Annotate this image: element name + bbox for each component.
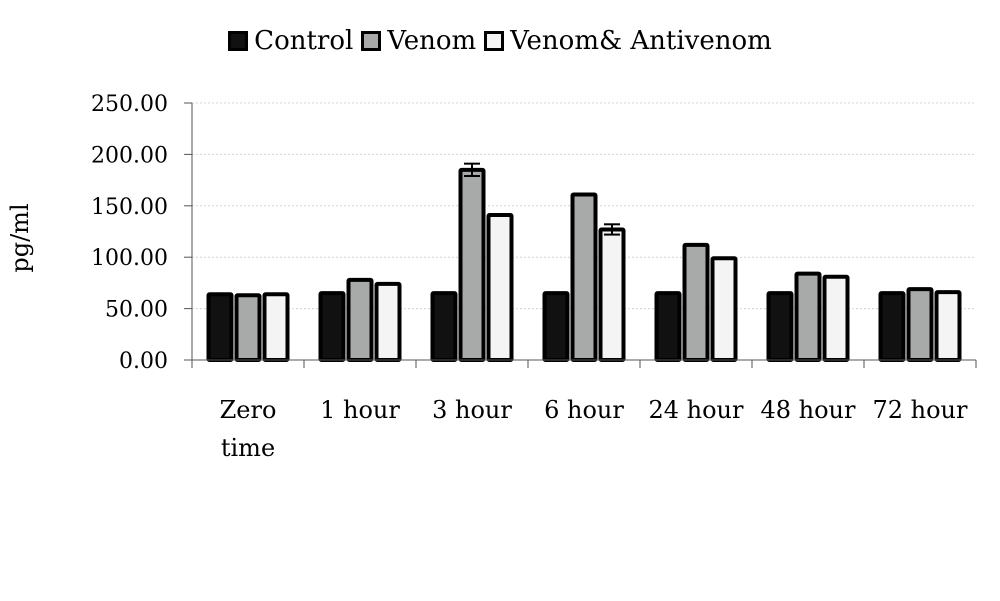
bar-venom xyxy=(794,271,822,363)
bar-control xyxy=(654,291,682,362)
bar-venom-antivenom xyxy=(710,256,738,362)
legend-item-control: Control xyxy=(228,26,353,56)
legend-item-venom-antivenom: Venom& Antivenom xyxy=(484,26,772,56)
y-tick-label: 200.00 xyxy=(91,143,168,168)
bar-venom xyxy=(458,167,486,362)
bar-venom-antivenom xyxy=(822,274,850,362)
category-label: 24 hour xyxy=(648,396,744,424)
legend-label-control: Control xyxy=(254,26,354,56)
category-label: 72 hour xyxy=(872,396,968,424)
bar-venom xyxy=(570,192,598,362)
y-tick-label: 50.00 xyxy=(105,298,168,323)
bars xyxy=(206,162,962,363)
bar-venom xyxy=(234,293,262,362)
y-axis-title: pg/ml xyxy=(6,203,34,272)
legend-swatch-venom-antivenom xyxy=(484,31,505,51)
bar-control xyxy=(430,291,458,362)
category-label: 3 hour xyxy=(432,396,512,424)
bar-venom-antivenom xyxy=(934,290,962,363)
legend: Control Venom Venom& Antivenom xyxy=(0,26,1000,56)
bar-control xyxy=(878,291,906,362)
bar-venom-antivenom xyxy=(598,227,626,362)
bar-venom xyxy=(346,277,374,363)
category-label: 6 hour xyxy=(544,396,624,424)
bar-venom-antivenom xyxy=(374,281,402,363)
legend-label-venom-antivenom: Venom& Antivenom xyxy=(510,26,772,56)
legend-swatch-control xyxy=(228,31,249,51)
legend-swatch-venom xyxy=(361,31,382,51)
y-tick-labels: 0.00 50.00 100.00 150.00 200.00 250.00 xyxy=(91,92,168,374)
bar-control xyxy=(318,291,346,362)
y-tick-label: 250.00 xyxy=(91,92,168,117)
category-label: 48 hour xyxy=(760,396,856,424)
bar-venom-antivenom xyxy=(486,213,514,362)
y-tick-label: 100.00 xyxy=(91,246,168,271)
bar-venom xyxy=(682,242,710,362)
y-tick-label: 150.00 xyxy=(91,195,168,220)
y-tick-label: 0.00 xyxy=(119,349,168,374)
bar-control xyxy=(206,292,234,363)
category-label: Zero time xyxy=(220,396,277,462)
legend-label-venom: Venom xyxy=(387,26,477,56)
category-label: 1 hour xyxy=(320,396,400,424)
category-labels: Zero time 1 hour 3 hour 6 hour 24 hour 48 hour… xyxy=(220,396,968,462)
bar-control xyxy=(766,291,794,362)
bar-venom xyxy=(906,287,934,362)
legend-item-venom: Venom xyxy=(361,26,476,56)
bar-control xyxy=(542,291,570,362)
bar-venom-antivenom xyxy=(262,292,290,363)
axes xyxy=(184,102,977,368)
